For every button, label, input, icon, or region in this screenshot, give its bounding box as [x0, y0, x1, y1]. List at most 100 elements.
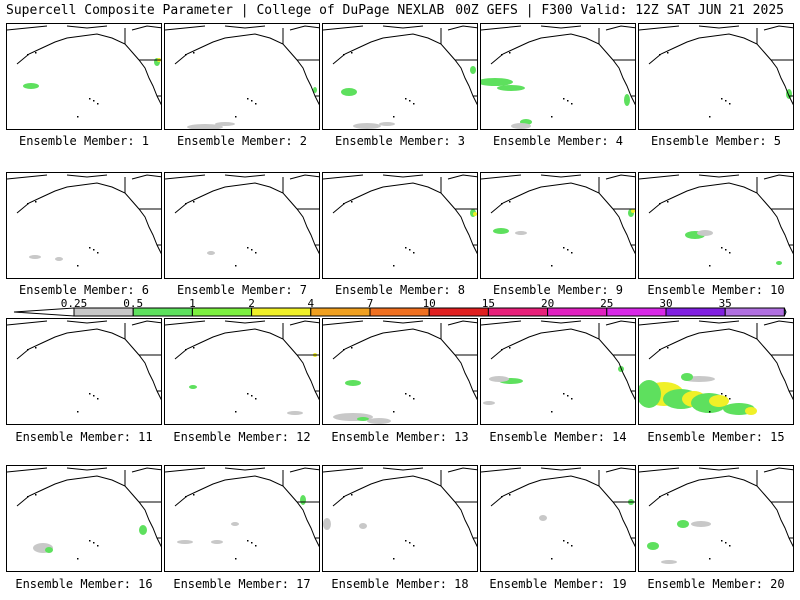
island — [35, 494, 37, 496]
ensemble-member-label: Ensemble Member: 12 — [173, 430, 311, 444]
ensemble-member-label: Ensemble Member: 18 — [331, 577, 469, 591]
island — [501, 496, 503, 498]
island — [193, 347, 195, 349]
scp-contour-fill — [359, 523, 367, 529]
island — [93, 249, 95, 251]
scp-contour-fill — [489, 376, 509, 382]
coastline — [648, 182, 793, 255]
island — [551, 116, 553, 118]
island — [567, 542, 569, 544]
colorbar-tick-label: 0.25 — [60, 297, 88, 310]
island — [725, 100, 727, 102]
coastline — [639, 320, 793, 326]
scp-contour-fill — [493, 228, 509, 234]
island — [97, 545, 99, 547]
ensemble-member-label: Ensemble Member: 13 — [331, 430, 469, 444]
island — [729, 252, 731, 254]
ensemble-map-panel — [164, 465, 320, 572]
scp-contour-fill — [313, 87, 317, 93]
island — [193, 494, 195, 496]
colorbar-right-arrow — [783, 307, 787, 317]
ensemble-map-panel — [6, 465, 162, 572]
island — [725, 542, 727, 544]
island — [255, 252, 257, 254]
scp-contour-fill — [470, 66, 476, 74]
map-graphic — [323, 25, 477, 129]
island — [77, 116, 79, 118]
ensemble-member-label: Ensemble Member: 17 — [173, 577, 311, 591]
island — [235, 411, 237, 413]
ensemble-member-label: Ensemble Member: 1 — [18, 134, 150, 148]
ensemble-map-panel — [6, 172, 162, 279]
scp-contour-fill — [677, 520, 689, 528]
coastline — [490, 475, 635, 548]
island — [343, 54, 345, 56]
island — [409, 249, 411, 251]
coastline — [490, 328, 635, 401]
coastline — [323, 467, 477, 473]
scp-contour-fill — [323, 518, 331, 530]
coastline — [481, 467, 635, 473]
colorbar-graphic — [13, 307, 787, 317]
ensemble-map-panel — [480, 172, 636, 279]
island — [93, 395, 95, 397]
ensemble-member-label: Ensemble Member: 8 — [334, 283, 466, 297]
coastline — [174, 475, 319, 548]
scp-contour-fill — [231, 522, 239, 526]
island — [501, 54, 503, 56]
scp-contour-fill — [539, 515, 547, 521]
scp-contour-fill — [211, 540, 223, 544]
ensemble-map-panel — [164, 318, 320, 425]
scp-contour-fill — [353, 123, 381, 129]
scp-contour-fill — [23, 83, 39, 89]
island — [667, 201, 669, 203]
colorbar-segment — [191, 307, 253, 317]
island — [93, 542, 95, 544]
island — [235, 116, 237, 118]
ensemble-map-panel — [164, 172, 320, 279]
island — [35, 52, 37, 54]
island — [667, 52, 669, 54]
island — [351, 347, 353, 349]
ensemble-map-panel — [480, 465, 636, 572]
island — [729, 103, 731, 105]
scp-contour-fill — [631, 209, 635, 213]
island — [89, 540, 91, 542]
ensemble-member-label: Ensemble Member: 5 — [650, 134, 782, 148]
map-graphic — [165, 174, 319, 267]
coastline — [165, 467, 319, 473]
island — [393, 265, 395, 267]
colorbar-tick-label: 20 — [540, 297, 555, 310]
island — [501, 203, 503, 205]
map-graphic — [323, 320, 477, 424]
coastline — [490, 182, 635, 255]
coastline — [639, 174, 793, 180]
island — [343, 349, 345, 351]
coastline — [639, 25, 793, 31]
island — [27, 54, 29, 56]
island — [393, 558, 395, 560]
island — [725, 395, 727, 397]
map-graphic — [323, 467, 477, 560]
colorbar-segment — [724, 307, 785, 317]
ensemble-member-label: Ensemble Member: 7 — [176, 283, 308, 297]
colorbar-segment — [369, 307, 430, 317]
island — [509, 52, 511, 54]
island — [193, 52, 195, 54]
island — [567, 100, 569, 102]
map-title: Supercell Composite Parameter | College … — [6, 3, 445, 18]
map-graphic — [639, 174, 793, 267]
island — [247, 540, 249, 542]
scp-contour-fill — [215, 122, 235, 126]
colorbar-tick-label: 0.5 — [123, 297, 144, 310]
island — [27, 203, 29, 205]
island — [501, 349, 503, 351]
scp-contour-fill — [379, 122, 395, 126]
island — [509, 494, 511, 496]
scp-contour-fill — [357, 417, 369, 421]
island — [343, 203, 345, 205]
colorbar-segment — [487, 307, 549, 317]
coastline — [639, 467, 793, 473]
coastline — [323, 25, 477, 31]
coastline — [481, 25, 635, 31]
